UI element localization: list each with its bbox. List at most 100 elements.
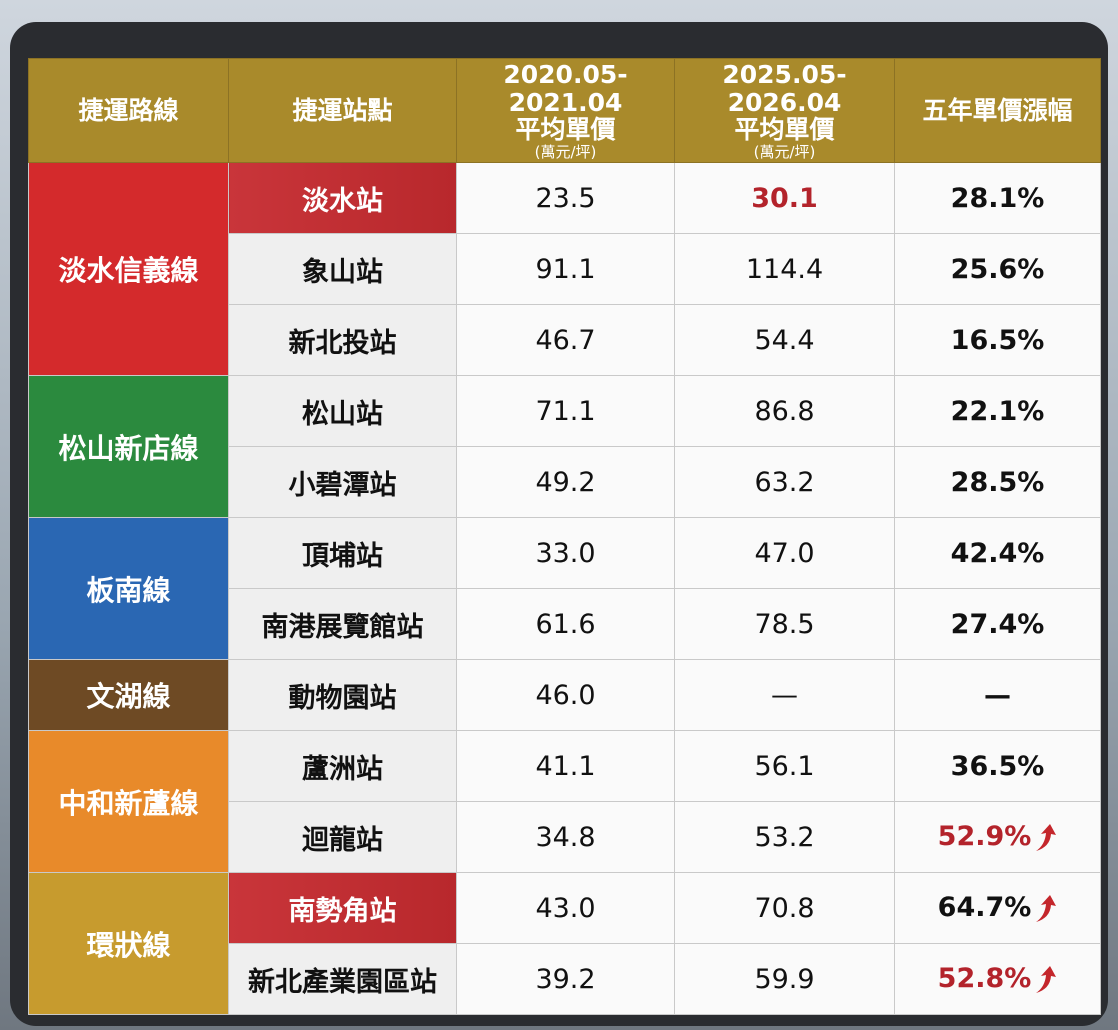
value-cell: 43.0 (456, 872, 675, 944)
table-row: 中和新蘆線 蘆洲站 41.1 56.1 36.5% (28, 730, 1101, 873)
header-cell: 五年單價漲幅 (894, 58, 1101, 163)
value-text: 28.1% (950, 182, 1045, 214)
table-row: 松山新店線 松山站 71.1 86.8 22.1% (28, 375, 1101, 518)
value-cell: 42.4% (894, 517, 1101, 589)
value-cell: 78.5 (674, 588, 895, 660)
value-text: — (984, 679, 1011, 711)
value-cell: 61.6 (456, 588, 675, 660)
table-body: 淡水信義線 淡水站 23.5 30.1 28.1% 象山站 91.1 114.4 25.6% 新北… (28, 162, 1101, 1015)
station-name: 蘆洲站 (302, 753, 383, 785)
line-cell: 松山新店線 (28, 375, 229, 518)
line-cell: 環狀線 (28, 872, 229, 1015)
station-cell: 淡水站 (228, 162, 457, 234)
table-row: 小碧潭站 49.2 63.2 28.5% (29, 446, 1101, 518)
value-cell: 114.4 (674, 233, 895, 305)
value-cell: 59.9 (674, 943, 895, 1015)
value-cell: 53.2 (674, 801, 895, 873)
value-text: — (771, 679, 798, 711)
station-cell: 動物園站 (228, 659, 457, 731)
value-text: 114.4 (745, 253, 824, 285)
value-cell: 54.4 (674, 304, 895, 376)
value-cell: 63.2 (674, 446, 895, 518)
station-name: 南港展覽館站 (261, 611, 424, 643)
value-cell: 47.0 (674, 517, 895, 589)
header-cell: 捷運路線 (28, 58, 229, 163)
line-cell: 文湖線 (28, 659, 229, 731)
value-cell: 49.2 (456, 446, 675, 518)
value-text: 25.6% (950, 253, 1045, 285)
station-cell: 小碧潭站 (228, 446, 457, 518)
value-cell: 23.5 (456, 162, 675, 234)
up-arrow-icon (1036, 965, 1057, 993)
header-text: 2025.05-2026.04 (722, 60, 847, 117)
value-text: 54.4 (754, 324, 815, 356)
value-cell: 28.1% (894, 162, 1101, 234)
value-text: 52.8% (937, 963, 1032, 995)
header-text: 平均單價 (734, 115, 835, 144)
value-cell: 71.1 (456, 375, 675, 447)
value-text: 56.1 (754, 750, 815, 782)
station-cell: 南港展覽館站 (228, 588, 457, 660)
value-text: 23.5 (535, 182, 596, 214)
value-cell: 46.0 (456, 659, 675, 731)
value-text: 42.4% (950, 537, 1045, 569)
value-text: 41.1 (535, 750, 596, 782)
header-cell: 捷運站點 (228, 58, 457, 163)
station-name: 新北投站 (288, 327, 397, 359)
value-text: 86.8 (754, 395, 815, 427)
value-cell: 41.1 (456, 730, 675, 802)
value-cell: 30.1 (674, 162, 895, 234)
value-cell: 52.8% (894, 943, 1101, 1015)
header-cell: 2025.05-2026.04 平均單價 (萬元/坪) (674, 58, 895, 163)
value-cell: 28.5% (894, 446, 1101, 518)
value-cell: 27.4% (894, 588, 1101, 660)
value-cell: 36.5% (894, 730, 1101, 802)
header-cell: 2020.05-2021.04 平均單價 (萬元/坪) (456, 58, 675, 163)
station-cell: 蘆洲站 (228, 730, 457, 802)
value-cell: — (674, 659, 895, 731)
header-row: 捷運路線 捷運站點 2020.05-2021.04 平均單價 (萬元/坪) 2025.05… (28, 58, 1101, 163)
value-text: 70.8 (754, 892, 815, 924)
value-text: 39.2 (535, 963, 596, 995)
station-name: 淡水站 (302, 185, 383, 217)
value-text: 16.5% (950, 324, 1045, 356)
station-name: 新北產業園區站 (248, 966, 437, 998)
header-text: 2020.05-2021.04 (503, 60, 628, 117)
station-name: 迴龍站 (302, 824, 383, 856)
value-cell: 52.9% (894, 801, 1101, 873)
value-text: 71.1 (535, 395, 596, 427)
station-name: 動物園站 (288, 682, 397, 714)
value-text: 49.2 (535, 466, 596, 498)
table-row: 板南線 頂埔站 33.0 47.0 42.4% (28, 517, 1101, 660)
value-text: 59.9 (754, 963, 815, 995)
header-text: 平均單價 (515, 115, 616, 144)
value-text: 46.0 (535, 679, 596, 711)
value-text: 30.1 (751, 182, 818, 214)
value-cell: 39.2 (456, 943, 675, 1015)
station-cell: 迴龍站 (228, 801, 457, 873)
header-text: 五年單價漲幅 (922, 95, 1073, 125)
value-text: 63.2 (754, 466, 815, 498)
table-row: 南港展覽館站 61.6 78.5 27.4% (29, 588, 1101, 660)
value-cell: 33.0 (456, 517, 675, 589)
station-name: 小碧潭站 (288, 469, 397, 501)
value-cell: 25.6% (894, 233, 1101, 305)
station-cell: 新北產業園區站 (228, 943, 457, 1015)
value-cell: — (894, 659, 1101, 731)
station-cell: 松山站 (228, 375, 457, 447)
value-text: 33.0 (535, 537, 596, 569)
table-row: 迴龍站 34.8 53.2 52.9% (29, 801, 1101, 873)
value-cell: 22.1% (894, 375, 1101, 447)
value-text: 22.1% (950, 395, 1045, 427)
value-text: 78.5 (754, 608, 815, 640)
price-table: 捷運路線 捷運站點 2020.05-2021.04 平均單價 (萬元/坪) 2025.05… (28, 58, 1101, 1015)
station-name: 南勢角站 (288, 895, 397, 927)
value-text: 61.6 (535, 608, 596, 640)
value-text: 43.0 (535, 892, 596, 924)
table-row: 環狀線 南勢角站 43.0 70.8 64.7% (28, 872, 1101, 1015)
station-cell: 象山站 (228, 233, 457, 305)
value-text: 27.4% (950, 608, 1045, 640)
up-arrow-icon (1036, 823, 1057, 851)
station-cell: 頂埔站 (228, 517, 457, 589)
